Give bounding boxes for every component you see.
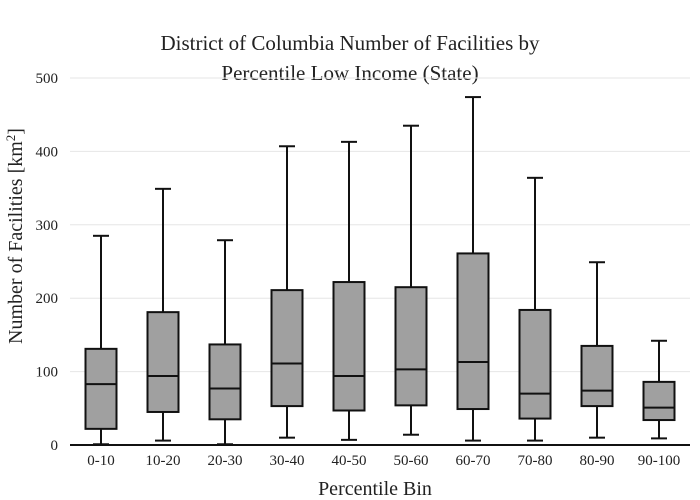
x-tick-label: 10-20 — [146, 453, 181, 469]
iqr-box — [456, 252, 490, 411]
iqr-box — [518, 308, 552, 420]
box-80-90 — [580, 261, 614, 439]
box-90-100 — [642, 339, 676, 440]
box-70-80 — [518, 176, 552, 442]
iqr-box — [642, 380, 676, 422]
box-50-60 — [394, 124, 428, 436]
iqr-box — [208, 343, 242, 421]
x-axis-ticks: 0-10 10-20 20-30 30-40 40-50 50-60 60-70 70-80 8… — [87, 453, 680, 469]
x-tick-label: 30-40 — [270, 453, 305, 469]
y-tick-label: 400 — [36, 144, 59, 160]
iqr-box — [84, 347, 118, 430]
box-40-50 — [332, 140, 366, 441]
y-tick-label: 100 — [36, 365, 59, 381]
iqr-box — [580, 344, 614, 408]
iqr-box — [332, 281, 366, 412]
x-tick-label: 70-80 — [518, 453, 553, 469]
y-tick-label: 0 — [51, 438, 59, 454]
box-10-20 — [146, 187, 180, 442]
box-0-10 — [84, 234, 118, 446]
box-30-40 — [270, 145, 304, 439]
y-tick-label: 200 — [36, 291, 59, 307]
y-axis-label-superscript: 2 — [3, 135, 18, 142]
box-20-30 — [208, 239, 242, 446]
x-axis-label: Percentile Bin — [318, 478, 432, 500]
y-tick-label: 300 — [36, 218, 59, 234]
y-axis-label: Number of Facilities [km2] — [3, 128, 28, 344]
chart-title-line-2: Percentile Low Income (State) — [221, 61, 478, 85]
x-tick-label: 0-10 — [87, 453, 115, 469]
chart-title-line-1: District of Columbia Number of Facilitie… — [160, 31, 540, 55]
x-tick-label: 80-90 — [580, 453, 615, 469]
box-60-70 — [456, 96, 490, 442]
iqr-box — [270, 289, 304, 408]
y-tick-label: 500 — [36, 71, 59, 87]
y-axis-label-end: ] — [5, 128, 27, 135]
x-tick-label: 40-50 — [332, 453, 367, 469]
x-tick-label: 50-60 — [394, 453, 429, 469]
y-axis-ticks: 0 100 200 300 400 500 — [36, 71, 59, 454]
y-axis-label-main: Number of Facilities [km — [5, 141, 27, 344]
iqr-box — [146, 311, 180, 413]
x-tick-label: 20-30 — [208, 453, 243, 469]
boxes — [84, 96, 676, 446]
x-tick-label: 60-70 — [456, 453, 491, 469]
iqr-box — [394, 286, 428, 407]
x-tick-label: 90-100 — [638, 453, 681, 469]
